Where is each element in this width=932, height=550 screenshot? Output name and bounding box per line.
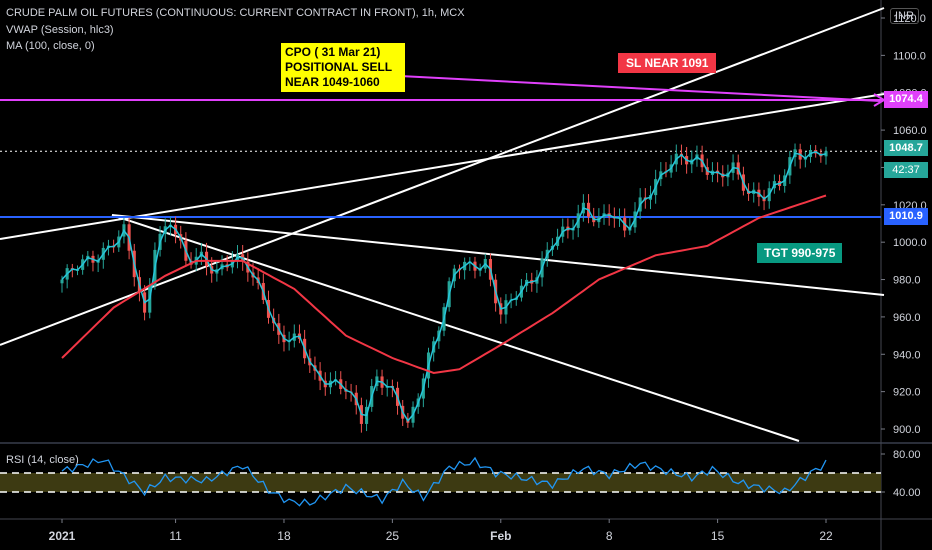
candle-body [60,279,64,284]
cpo-line-1: CPO ( 31 Mar 21) [285,45,381,59]
trendline [0,93,885,240]
price-tick-label: 940.0 [893,349,921,361]
support-price-tag: 1010.9 [884,208,928,225]
stop-loss-annotation[interactable]: SL NEAR 1091 [618,53,717,73]
bar-countdown-tag: 42:37 [884,162,928,178]
time-tick-label: 22 [819,529,833,543]
price-tick-label: 900.0 [893,424,921,436]
time-tick-label: 25 [386,529,400,543]
target-annotation[interactable]: TGT 990-975 [757,243,843,263]
resistance-price-tag: 1074.4 [884,91,928,108]
price-tick-label: 1100.0 [893,50,926,62]
time-tick-label: 8 [606,529,613,543]
vwap-legend[interactable]: VWAP (Session, hlc3) [6,24,114,36]
currency-badge[interactable]: INR [890,8,919,24]
trendline [111,214,885,296]
time-tick-label: 18 [277,529,291,543]
time-tick-label: 15 [711,529,725,543]
trendline [111,214,800,442]
rsi-line [61,456,827,507]
last-price-tag: 1048.7 [884,140,928,156]
sl-pointer-line [399,75,881,102]
price-pane [0,0,881,441]
candle-body [824,151,828,157]
rsi-legend[interactable]: RSI (14, close) [6,454,79,466]
price-tick-label: 960.0 [893,312,921,324]
cpo-line-3: NEAR 1049-1060 [285,75,380,89]
price-tick-label: 980.0 [893,275,921,287]
time-tick-label: 2021 [49,529,76,543]
rsi-band [0,473,881,492]
cpo-sell-annotation[interactable]: CPO ( 31 Mar 21) POSITIONAL SELL NEAR 10… [281,43,405,92]
price-tick-label: 920.0 [893,387,921,399]
rsi-tick-label: 80.00 [893,449,921,461]
cpo-line-2: POSITIONAL SELL [285,60,393,74]
chart-title: CRUDE PALM OIL FUTURES (CONTINUOUS: CURR… [6,7,465,19]
price-tick-label: 1000.0 [893,237,927,249]
trendline [0,7,885,346]
ma-legend[interactable]: MA (100, close, 0) [6,40,95,52]
rsi-tick-label: 40.00 [893,487,921,499]
vwap-line [61,150,827,422]
time-tick-label: 11 [169,529,182,543]
price-tick-label: 1060.0 [893,125,927,137]
ma-line [61,194,827,375]
time-tick-label: Feb [490,529,511,543]
